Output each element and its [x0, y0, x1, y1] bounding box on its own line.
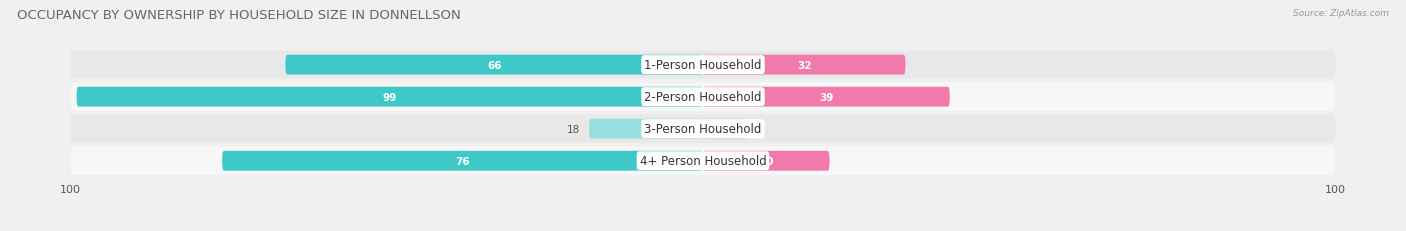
FancyBboxPatch shape [589, 119, 703, 139]
FancyBboxPatch shape [76, 87, 703, 107]
Text: 39: 39 [820, 92, 834, 102]
Text: 32: 32 [797, 60, 811, 70]
Text: 1-Person Household: 1-Person Household [644, 59, 762, 72]
FancyBboxPatch shape [703, 151, 830, 171]
Text: 76: 76 [456, 156, 470, 166]
FancyBboxPatch shape [70, 147, 1336, 175]
FancyBboxPatch shape [70, 51, 1336, 79]
Text: 3-Person Household: 3-Person Household [644, 123, 762, 136]
Text: 66: 66 [486, 60, 502, 70]
FancyBboxPatch shape [70, 115, 1336, 143]
Text: OCCUPANCY BY OWNERSHIP BY HOUSEHOLD SIZE IN DONNELLSON: OCCUPANCY BY OWNERSHIP BY HOUSEHOLD SIZE… [17, 9, 461, 22]
FancyBboxPatch shape [703, 55, 905, 75]
FancyBboxPatch shape [70, 83, 1336, 111]
Text: 7: 7 [756, 124, 763, 134]
Text: 4+ Person Household: 4+ Person Household [640, 155, 766, 167]
Text: 20: 20 [759, 156, 773, 166]
Text: 2-Person Household: 2-Person Household [644, 91, 762, 104]
Text: Source: ZipAtlas.com: Source: ZipAtlas.com [1294, 9, 1389, 18]
FancyBboxPatch shape [222, 151, 703, 171]
FancyBboxPatch shape [703, 119, 748, 139]
FancyBboxPatch shape [285, 55, 703, 75]
Text: 18: 18 [567, 124, 579, 134]
Text: 99: 99 [382, 92, 396, 102]
FancyBboxPatch shape [703, 87, 950, 107]
